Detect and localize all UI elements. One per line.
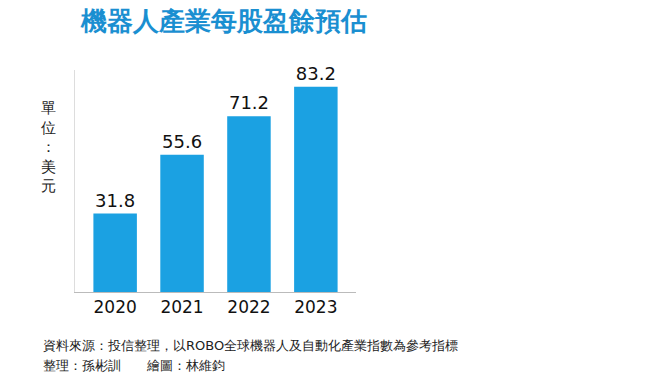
svg-text:31.8: 31.8	[95, 190, 135, 211]
svg-text:2023: 2023	[294, 297, 337, 317]
svg-text:2022: 2022	[227, 297, 270, 317]
svg-text:機器人產業每股盈餘預估: 機器人產業每股盈餘預估	[80, 6, 367, 36]
svg-text:單位：美元: 單位：美元	[41, 99, 56, 195]
svg-text:55.6: 55.6	[162, 131, 202, 152]
svg-text:整理：孫彬訓 繪圖：林維鈞: 整理：孫彬訓 繪圖：林維鈞	[43, 358, 225, 373]
svg-text:資料來源：投信整理，以ROBO全球機器人及自動化產業指數為參: 資料來源：投信整理，以ROBO全球機器人及自動化產業指數為參考指標	[43, 338, 458, 353]
svg-text:71.2: 71.2	[229, 92, 269, 113]
svg-text:2021: 2021	[160, 297, 203, 317]
svg-text:2020: 2020	[94, 297, 137, 317]
svg-text:83.2: 83.2	[296, 63, 336, 84]
